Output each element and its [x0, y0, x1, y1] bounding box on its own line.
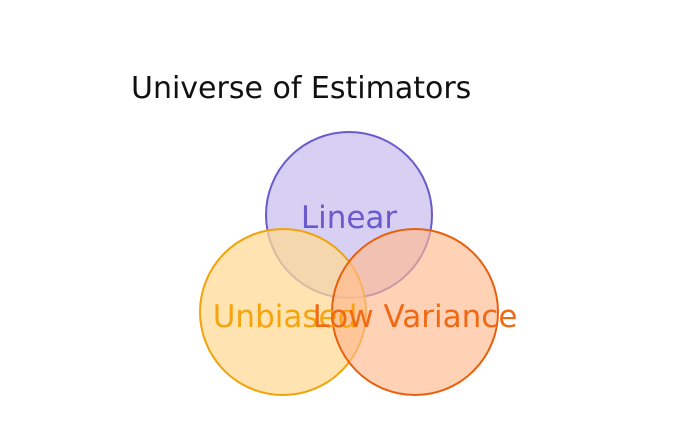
linear-set-label: Linear [301, 200, 398, 236]
unbiased-set-label: Unbiased [213, 299, 358, 335]
diagram-title: Universe of Estimators [131, 71, 471, 106]
low-variance-set-label: Low Variance [313, 299, 518, 335]
low-variance-set-circle [331, 228, 499, 396]
